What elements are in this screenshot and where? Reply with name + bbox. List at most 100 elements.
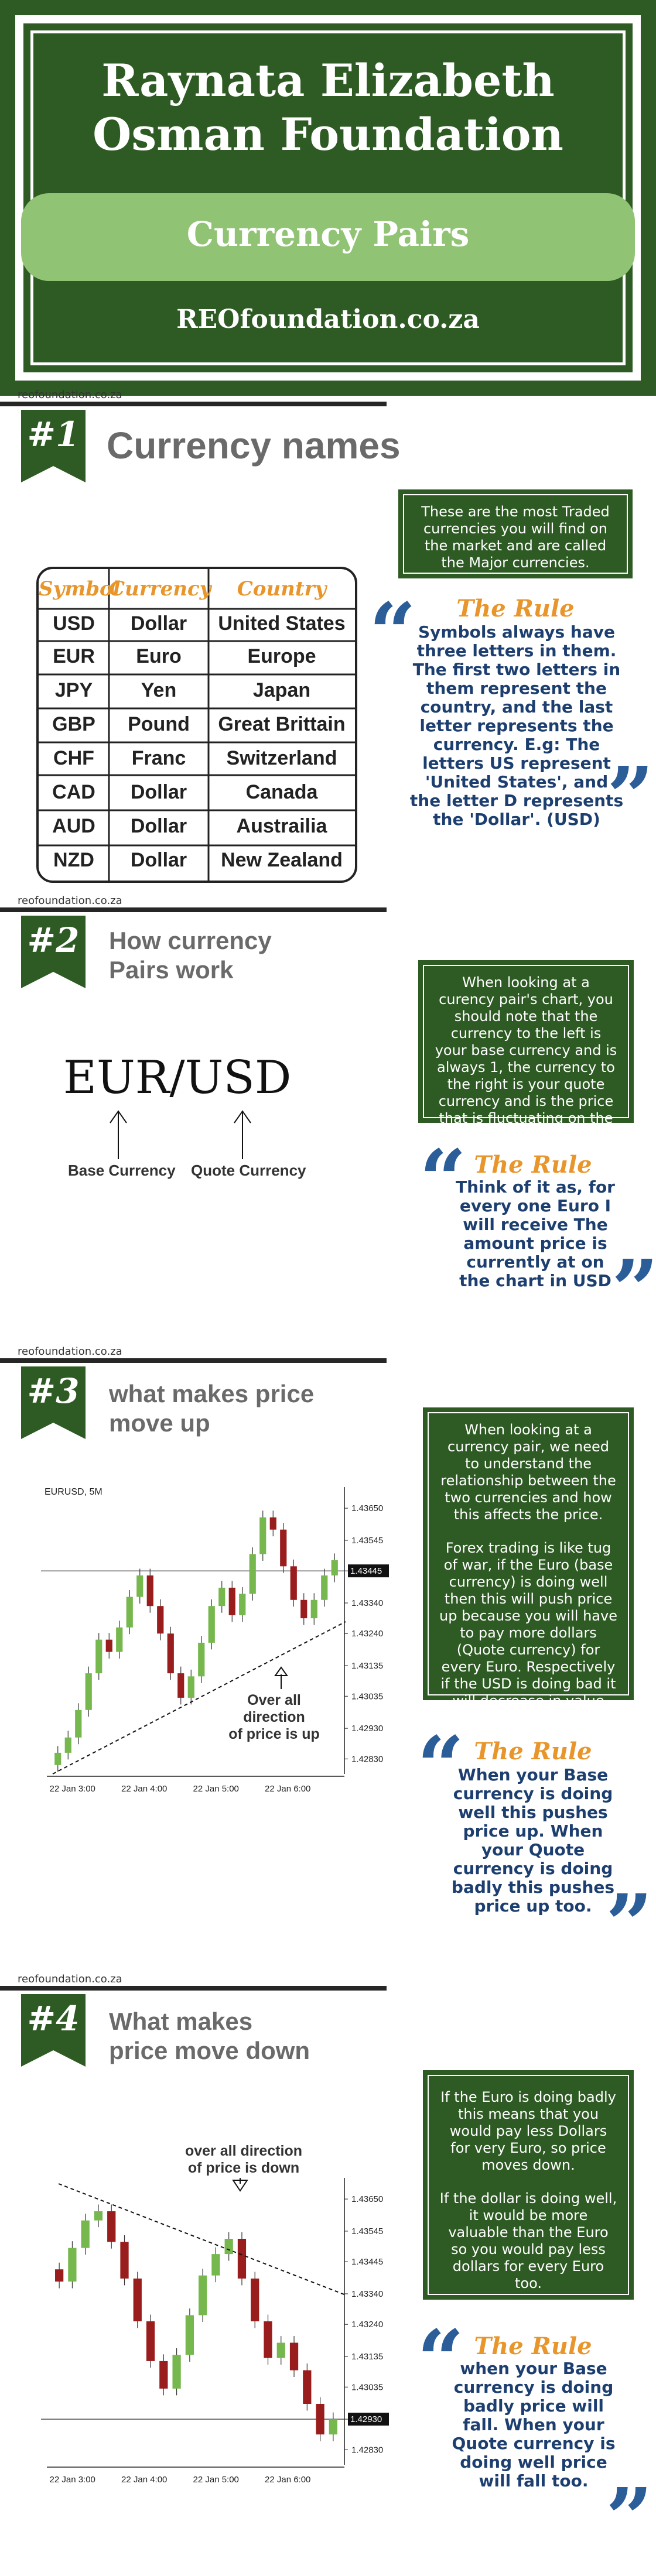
quote-close-icon-1: ” — [607, 749, 654, 845]
header-frame-line — [30, 30, 626, 365]
section-4-info-p1: If the Euro is doing badly this means th… — [440, 2089, 616, 2173]
price-tick-label: 1.43445 — [351, 2257, 383, 2267]
table-cell: Europe — [247, 645, 316, 667]
chart-1-symbol: EURUSD, 5M — [45, 1487, 102, 1497]
table-cell: Japan — [252, 679, 311, 701]
section-2-title: How currency Pairs work — [109, 926, 272, 985]
table-cell: Canada — [245, 781, 318, 803]
candle-body — [81, 2220, 90, 2248]
candle-body — [177, 1673, 184, 1698]
table-cell: Euro — [136, 645, 182, 667]
section-4-title-line1: What makes — [109, 2008, 253, 2035]
candle-body — [107, 2211, 116, 2242]
section-2-number: #2 — [27, 920, 80, 960]
badge-shape-2 — [21, 916, 86, 988]
section-1-rule-title: The Rule — [456, 595, 575, 622]
table-cell: JPY — [54, 679, 93, 701]
table-cell: CHF — [53, 747, 94, 769]
candle-body — [54, 1752, 62, 1765]
chart-2-annotation: over all direction of price is down — [173, 2143, 314, 2177]
section-2-title-line2: Pairs work — [109, 956, 234, 984]
candle-body — [303, 2370, 312, 2404]
table-cell: Great Brittain — [218, 713, 346, 735]
candle-body — [331, 1560, 338, 1575]
candle-body — [290, 1566, 297, 1600]
candle-body — [316, 2404, 324, 2435]
current-price-label: 1.43445 — [350, 1566, 382, 1576]
section-2-rule — [0, 907, 387, 912]
pair-arrows — [110, 1110, 251, 1159]
section-4-title-line2: price move down — [109, 2037, 310, 2064]
candle-body — [251, 2278, 259, 2321]
currency-table-grid — [39, 569, 355, 881]
section-3-title: what makes price move up — [109, 1379, 314, 1438]
price-tick-label: 1.43135 — [351, 2352, 383, 2362]
candle-body — [289, 2342, 299, 2371]
header-title-line2: Osman Foundation — [93, 108, 563, 160]
candle-body — [329, 2419, 337, 2435]
candle-body — [64, 1737, 71, 1753]
price-tick-label: 1.43340 — [351, 1598, 383, 1608]
table-cell: USD — [53, 612, 95, 635]
quote-open-icon-3: “ — [417, 1719, 464, 1815]
section-3-rule-text: When your Base currency is doing well th… — [451, 1765, 615, 1916]
candle-body — [310, 1599, 317, 1619]
candle-body — [146, 2321, 155, 2361]
time-tick-label: 22 Jan 4:00 — [121, 1784, 167, 1794]
candle-body — [95, 1639, 102, 1674]
candle-body — [211, 2254, 220, 2276]
current-price-box — [348, 1564, 389, 1578]
section-4-rule-title: The Rule — [474, 2332, 592, 2360]
table-cell: Pound — [128, 713, 190, 735]
candle-body — [172, 2355, 181, 2389]
price-tick-label: 1.43650 — [351, 1503, 383, 1513]
section-4-badge: #4 — [21, 1994, 86, 2067]
annotation-arrow-head — [232, 2180, 248, 2192]
candle-body — [276, 2342, 285, 2358]
price-tick-label: 1.43545 — [351, 2226, 383, 2236]
candle-body — [208, 1606, 215, 1643]
time-tick-label: 22 Jan 5:00 — [193, 1784, 239, 1794]
candle-body — [249, 1554, 256, 1594]
candle-body — [136, 1575, 144, 1597]
candle-body — [224, 2239, 233, 2255]
section-3-info-box: When looking at a currency pair, we need… — [423, 1407, 634, 1760]
section-1-title: Currency names — [107, 424, 401, 467]
candle-body — [264, 2321, 272, 2358]
price-chart-down: 1.43650 1.43545 1.43445 1.43340 1.43240 1.431… — [41, 2178, 389, 2485]
candle-body — [228, 1587, 235, 1615]
badge-shape-3 — [21, 1366, 86, 1439]
header-title: Raynata Elizabeth Osman Foundation — [0, 54, 656, 162]
section-4-info-text: If the Euro is doing badly this means th… — [428, 2075, 629, 2295]
current-price-box — [348, 2413, 389, 2426]
candle-body — [55, 2269, 64, 2282]
annotation-arrow-head — [274, 1666, 288, 1676]
price-tick-label: 1.43240 — [351, 2320, 383, 2330]
base-currency-label: Base Currency — [68, 1162, 176, 1179]
time-tick-label: 22 Jan 3:00 — [50, 2475, 95, 2485]
quote-close-icon-3: ” — [606, 1877, 653, 1973]
time-tick-label: 22 Jan 5:00 — [193, 2475, 239, 2485]
trend-line — [52, 1621, 346, 1775]
section-3-badge: #3 — [21, 1366, 86, 1439]
price-tick-label: 1.43035 — [351, 1691, 383, 1701]
section-4-title: What makes price move down — [109, 2007, 310, 2065]
table-cell: Austrailia — [236, 815, 327, 837]
section-2-info-text: When looking at a curency pair's chart, … — [423, 965, 629, 1143]
currency-table: Symbol Currency Country USD Dollar Unite… — [36, 567, 357, 883]
section-1-number: #1 — [27, 415, 80, 454]
price-chart-up: 1.43650 1.43545 1.43445 1.43340 1.43240 1.431… — [41, 1487, 389, 1794]
candle-body — [187, 1676, 194, 1698]
candle-body — [94, 2211, 103, 2221]
section-2-info-box: When looking at a curency pair's chart, … — [418, 960, 634, 1143]
section-3-rule — [0, 1358, 387, 1363]
price-tick-label: 1.43035 — [351, 2382, 383, 2392]
price-tick-label: 1.42930 — [351, 1724, 383, 1734]
badge-shape-1 — [21, 410, 86, 482]
price-tick-label: 1.43650 — [351, 2194, 383, 2204]
table-cell: Dollar — [130, 781, 187, 803]
table-header-currency: Currency — [109, 577, 211, 601]
price-tick-label: 1.43340 — [351, 2289, 383, 2299]
candle-body — [280, 1529, 287, 1567]
section-3-number: #3 — [27, 1371, 80, 1411]
